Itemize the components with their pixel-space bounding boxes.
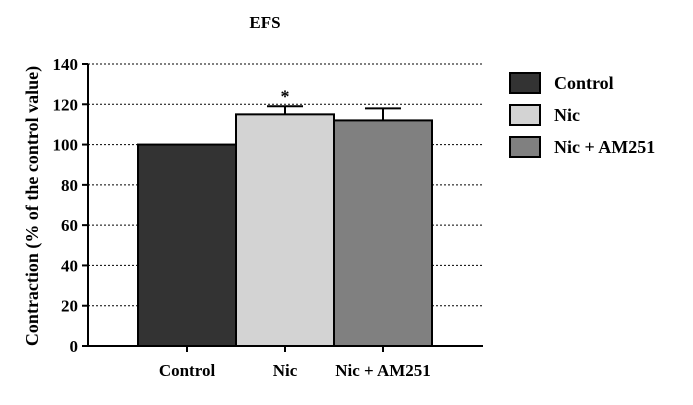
x-tick-label: Nic + AM251 xyxy=(335,361,431,380)
y-tick-label: 0 xyxy=(70,337,79,356)
legend-swatch xyxy=(509,72,541,94)
y-axis-label: Contraction (% of the control value) xyxy=(22,66,43,346)
legend: Control Nic Nic + AM251 xyxy=(509,72,655,158)
chart-title: EFS xyxy=(249,13,280,32)
legend-label: Nic xyxy=(554,105,580,125)
y-tick-label: 100 xyxy=(53,136,79,155)
x-tick-label: Control xyxy=(159,361,216,380)
bar-nic xyxy=(235,113,335,347)
x-tick-label: Nic xyxy=(273,361,298,380)
y-tick-label: 120 xyxy=(53,95,79,114)
axes: Control Nic Nic + AM251 0 20 40 60 80 100 120 140 xyxy=(53,55,483,380)
bar-control xyxy=(137,143,237,347)
y-tick-label: 20 xyxy=(61,297,78,316)
significance-marker: * xyxy=(281,86,290,106)
y-tick-label: 40 xyxy=(61,256,78,275)
y-tick-label: 80 xyxy=(61,176,78,195)
bar-nic-am251 xyxy=(333,119,433,348)
legend-label: Nic + AM251 xyxy=(554,137,655,157)
bars: * xyxy=(137,86,433,348)
y-tick-label: 140 xyxy=(53,55,79,74)
y-tick-label: 60 xyxy=(61,216,78,235)
legend-swatch xyxy=(509,136,541,158)
legend-label: Control xyxy=(554,73,614,93)
legend-swatch xyxy=(509,104,541,126)
